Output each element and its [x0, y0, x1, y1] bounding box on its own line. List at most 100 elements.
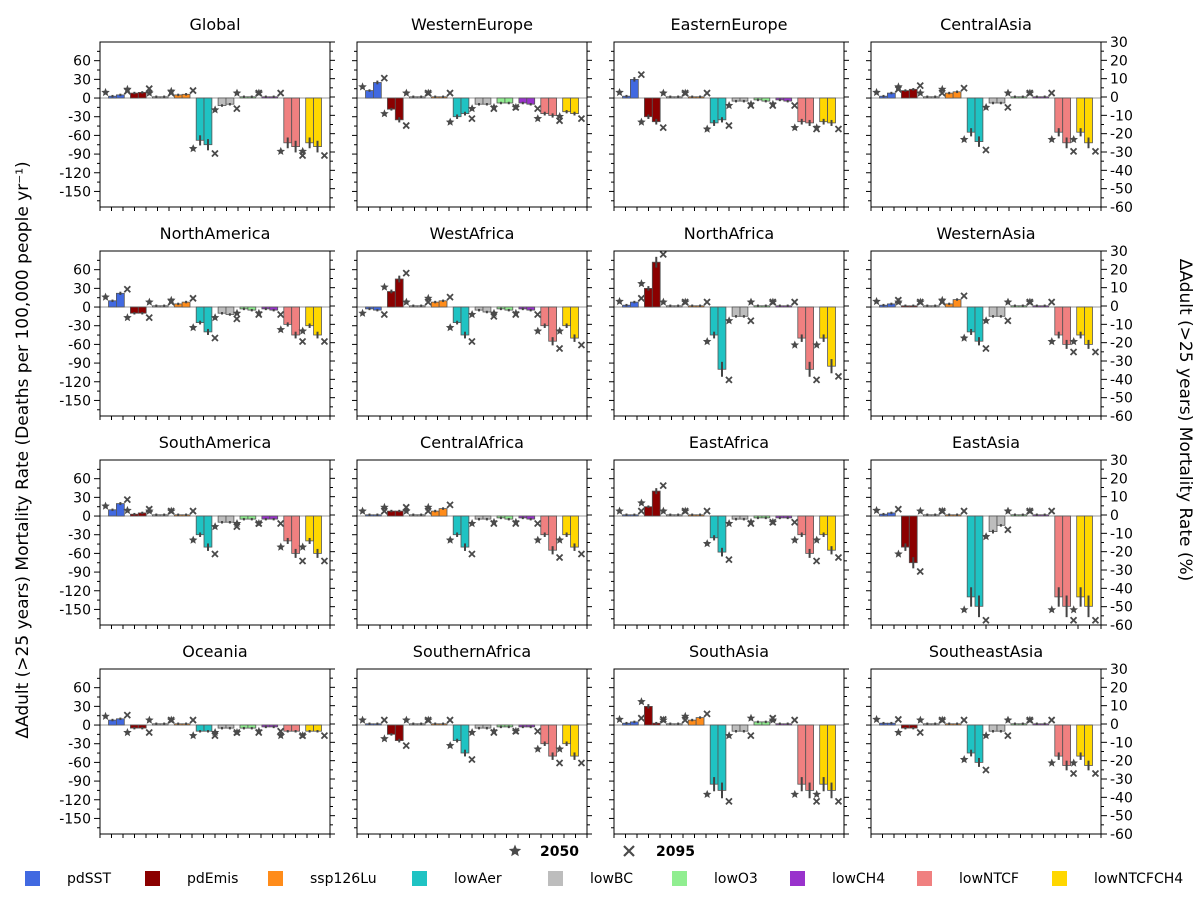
bar [827, 724, 836, 791]
marker-2050 [101, 292, 110, 301]
y-axis-label-left: ΔAdult (>25 years) Mortality Rate (Death… [13, 161, 33, 738]
y-right-tick-label: 10 [1110, 72, 1128, 88]
bar [452, 724, 462, 742]
marker-2050 [232, 308, 242, 317]
marker-2095 [534, 104, 542, 113]
marker-2050 [981, 102, 991, 111]
bar [540, 306, 550, 327]
marker-2095 [577, 341, 586, 349]
bar [203, 515, 213, 548]
marker-2050 [916, 88, 925, 97]
bar [460, 306, 470, 336]
marker-2050 [358, 82, 367, 91]
y-right-tick-label: -10 [1110, 526, 1133, 542]
marker-2050 [380, 502, 389, 511]
y-right-tick-label: 30 [1110, 662, 1128, 678]
y-right-tick-label: -20 [1110, 336, 1133, 352]
bar [1076, 724, 1085, 757]
bar [908, 515, 918, 564]
marker-2050 [812, 789, 821, 798]
marker-2050 [702, 124, 712, 133]
marker-2095 [725, 797, 733, 806]
y-right-tick-label: 20 [1110, 53, 1128, 69]
marker-2050 [746, 99, 756, 108]
bar [372, 82, 382, 99]
bar [1062, 724, 1071, 766]
marker-2095 [1069, 348, 1078, 356]
marker-2050 [101, 711, 110, 720]
marker-2050 [555, 744, 564, 753]
marker-2050 [210, 522, 220, 531]
bar [805, 515, 815, 554]
panel-NorthAfrica: NorthAfrica [609, 224, 849, 420]
bar [313, 515, 322, 554]
marker-2050 [167, 506, 176, 515]
marker-2050 [555, 326, 564, 335]
marker-2095 [277, 310, 285, 319]
marker-2095 [812, 557, 821, 565]
legend: 2050 2095 pdSST pdEmis ssp126Lu lowAer lowBC lo… [25, 844, 1183, 887]
panel-Global: Global 60 30 0 -30 -60 -90 -120 -150 [59, 15, 335, 211]
bar [731, 306, 741, 317]
y-right-tick-label: 20 [1110, 471, 1128, 487]
legend-label-lowBC: lowBC [590, 871, 633, 887]
marker-2095 [1004, 103, 1012, 112]
marker-2050 [167, 86, 176, 95]
marker-2050 [533, 326, 543, 335]
bar [283, 515, 293, 542]
marker-2050 [1047, 135, 1057, 144]
marker-2095 [555, 759, 564, 767]
bar [819, 515, 829, 536]
panel-EasternEurope: EasternEurope [609, 15, 849, 211]
bar [460, 515, 470, 548]
bar [797, 515, 807, 536]
marker-2095 [1091, 769, 1100, 778]
bar [283, 306, 293, 325]
marker-2050 [445, 117, 455, 126]
bar [974, 515, 984, 607]
y-right-tick-label: -50 [1110, 391, 1133, 407]
marker-2050 [232, 519, 242, 528]
marker-2095 [1069, 147, 1078, 155]
marker-2095 [123, 285, 131, 293]
bar [570, 97, 579, 115]
marker-2050 [872, 505, 881, 515]
marker-2050 [276, 542, 286, 551]
panel-title: NorthAmerica [160, 224, 271, 243]
bar [996, 306, 1006, 317]
marker-2095 [402, 121, 410, 130]
marker-2050 [938, 84, 947, 93]
bar [116, 292, 125, 308]
marker-2050 [123, 313, 132, 322]
marker-2050 [790, 123, 800, 132]
bar [1084, 306, 1093, 345]
y-tick-label: 0 [82, 718, 91, 734]
y-tick-label: -150 [59, 602, 91, 618]
legend-label-2095: 2095 [656, 844, 695, 860]
marker-2050 [254, 726, 264, 735]
bar [548, 724, 558, 757]
bar [203, 97, 213, 146]
y-right-tick-label: -50 [1110, 809, 1133, 825]
bar [651, 261, 661, 308]
legend-label-lowCH4: lowCH4 [832, 871, 885, 887]
marker-2095 [211, 149, 219, 158]
marker-2050 [768, 297, 778, 306]
marker-2095 [402, 269, 410, 277]
marker-2050 [1003, 297, 1013, 306]
marker-2050 [702, 539, 712, 548]
y-tick-label: 60 [73, 263, 91, 279]
marker-2050 [615, 714, 624, 724]
marker-2095 [534, 519, 542, 528]
bar [797, 97, 807, 123]
bar [1076, 97, 1085, 133]
marker-2095 [1004, 526, 1012, 534]
y-right-tick-label: 20 [1110, 262, 1128, 278]
marker-2050 [101, 87, 110, 97]
bar [291, 306, 301, 336]
legend-label-lowNTCFCH4: lowNTCFCH4 [1094, 871, 1183, 887]
marker-2095 [916, 81, 924, 90]
marker-2050 [615, 506, 624, 515]
y-right-tick-label: -20 [1110, 754, 1133, 770]
marker-2050 [555, 535, 564, 544]
